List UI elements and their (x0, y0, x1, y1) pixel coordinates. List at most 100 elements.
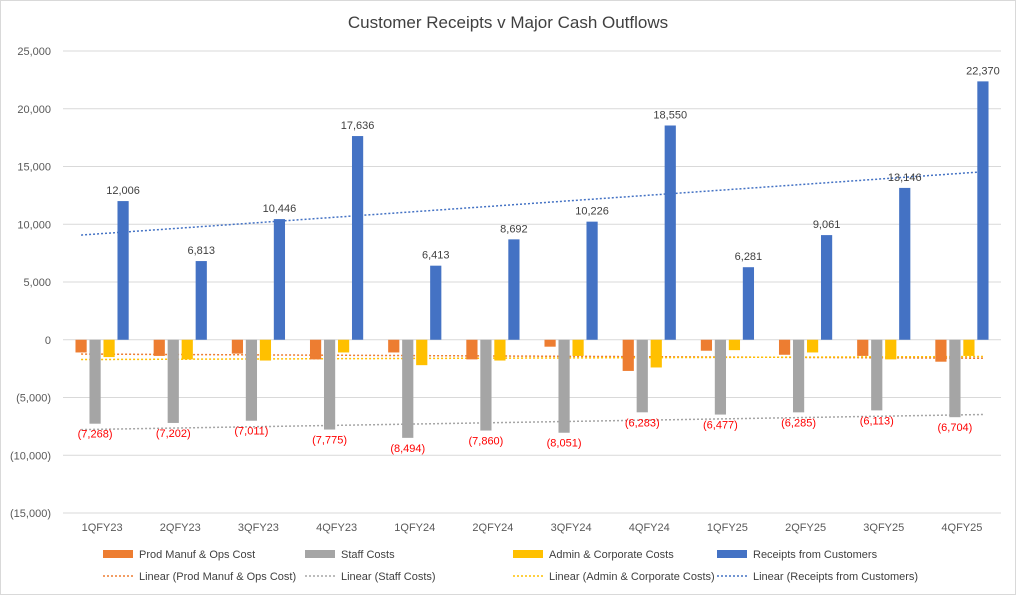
y-tick-label: 0 (45, 335, 51, 347)
y-tick-label: 20,000 (17, 104, 51, 116)
bar (558, 339, 570, 433)
bar (778, 339, 791, 355)
legend-label: Linear (Admin & Corporate Costs) (549, 571, 715, 583)
bar (885, 339, 897, 360)
bar (636, 339, 648, 413)
data-label: 10,226 (575, 206, 609, 218)
bar (700, 339, 713, 351)
legend-label: Staff Costs (341, 549, 395, 561)
y-tick-label: 10,000 (17, 219, 51, 231)
y-tick-label: 5,000 (23, 277, 51, 289)
bar (416, 339, 428, 366)
bar (977, 81, 989, 340)
trendline (81, 171, 983, 236)
bar (857, 339, 869, 356)
data-label: (6,477) (703, 420, 738, 432)
bar (508, 239, 520, 340)
bar (572, 339, 584, 356)
data-label: 6,813 (187, 245, 215, 257)
bar (388, 339, 400, 353)
bar (309, 339, 322, 360)
data-label: 8,692 (500, 223, 528, 235)
x-tick-label: 1QFY24 (394, 522, 435, 534)
bar (273, 219, 286, 340)
chart-title: Customer Receipts v Major Cash Outflows (348, 13, 668, 32)
data-label: (6,704) (937, 422, 972, 434)
bar (728, 339, 741, 351)
data-label: 17,636 (341, 120, 375, 132)
bar (89, 339, 101, 424)
x-tick-label: 3QFY23 (238, 522, 279, 534)
bar (167, 339, 179, 423)
bar (402, 339, 414, 438)
bars (75, 81, 989, 438)
bar (153, 339, 165, 356)
bar (351, 136, 364, 340)
bar (245, 339, 258, 421)
legend: Prod Manuf & Ops Cost Staff Costs Admin & … (103, 549, 918, 583)
x-tick-label: 1QFY25 (707, 522, 748, 534)
bar (430, 265, 442, 340)
bar (806, 339, 819, 353)
legend-swatch (305, 550, 335, 558)
data-label: (6,283) (625, 417, 660, 429)
y-tick-label: (10,000) (10, 450, 51, 462)
bar (714, 339, 727, 415)
bar (899, 187, 911, 340)
legend-label: Receipts from Customers (753, 549, 878, 561)
bar (963, 339, 975, 356)
data-label: (8,051) (547, 438, 582, 450)
legend-label: Prod Manuf & Ops Cost (139, 549, 255, 561)
legend-swatch (103, 550, 133, 558)
bar (650, 339, 662, 368)
x-tick-label: 3QFY25 (863, 522, 904, 534)
data-label: 6,413 (422, 250, 450, 262)
bar (586, 221, 598, 340)
bar (323, 339, 336, 430)
x-tick-label: 3QFY24 (551, 522, 592, 534)
y-tick-label: (5,000) (16, 393, 51, 405)
legend-label: Linear (Prod Manuf & Ops Cost) (139, 571, 296, 583)
data-label: (7,202) (156, 428, 191, 440)
bar (949, 339, 961, 418)
y-tick-label: 15,000 (17, 162, 51, 174)
bar (195, 261, 207, 340)
legend-label: Admin & Corporate Costs (549, 549, 674, 561)
legend-label: Linear (Staff Costs) (341, 571, 436, 583)
bar (337, 339, 350, 353)
data-label: (7,860) (468, 436, 503, 448)
bar (117, 201, 129, 340)
bar (664, 125, 676, 340)
data-label: (8,494) (390, 443, 425, 455)
trendline (81, 413, 983, 431)
bar (181, 339, 193, 360)
legend-swatch (513, 550, 543, 558)
data-label: (7,775) (312, 435, 347, 447)
data-label: 10,446 (263, 203, 297, 215)
data-label: 9,061 (813, 219, 841, 231)
bar (742, 267, 755, 340)
data-label: (6,285) (781, 417, 816, 429)
x-tick-label: 4QFY23 (316, 522, 357, 534)
bar (231, 339, 244, 354)
bar (480, 339, 492, 431)
bar (935, 339, 947, 362)
data-label: (6,113) (860, 415, 894, 427)
legend-swatch (717, 550, 747, 558)
x-tick-label: 2QFY25 (785, 522, 826, 534)
bar (259, 339, 272, 361)
data-label: 12,006 (106, 185, 140, 197)
legend-label: Linear (Receipts from Customers) (753, 571, 918, 583)
bar (494, 339, 506, 361)
data-label: 22,370 (966, 65, 1000, 77)
bar (622, 339, 634, 371)
y-tick-label: (15,000) (10, 508, 51, 520)
gridlines (63, 50, 1001, 514)
x-tick-label: 4QFY24 (629, 522, 670, 534)
bar (792, 339, 805, 413)
bar (871, 339, 883, 411)
data-label: 13,146 (888, 172, 922, 184)
data-label: 6,281 (735, 251, 763, 263)
